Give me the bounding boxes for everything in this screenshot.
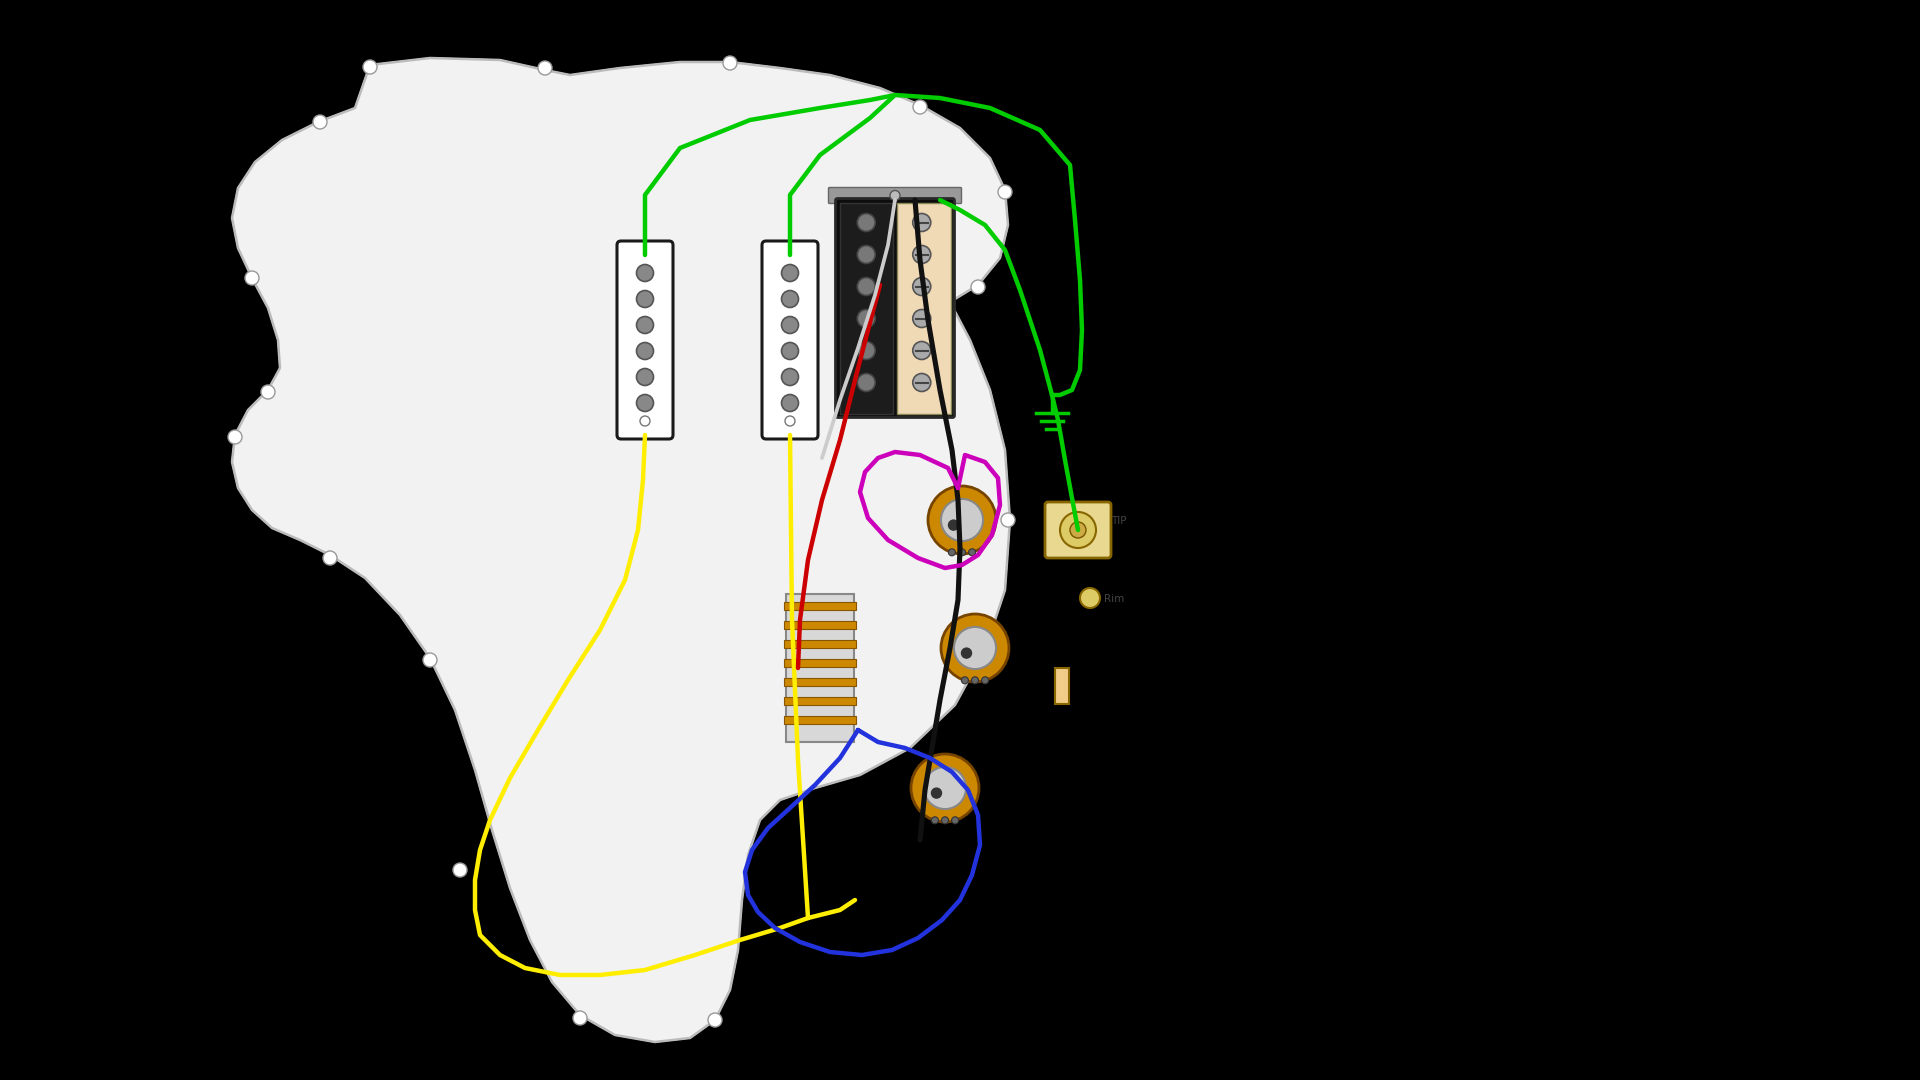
Circle shape: [572, 1011, 588, 1025]
Circle shape: [781, 291, 799, 308]
Circle shape: [856, 278, 876, 296]
Circle shape: [912, 214, 931, 231]
Circle shape: [912, 341, 931, 360]
Bar: [783, 602, 856, 610]
Bar: [783, 659, 856, 667]
Circle shape: [538, 60, 553, 75]
Circle shape: [941, 816, 948, 824]
Circle shape: [856, 374, 876, 391]
Circle shape: [910, 754, 979, 822]
Circle shape: [912, 374, 931, 391]
FancyBboxPatch shape: [829, 188, 962, 203]
Circle shape: [962, 677, 968, 684]
Circle shape: [962, 648, 972, 658]
Circle shape: [422, 653, 438, 667]
Circle shape: [914, 100, 927, 114]
Text: TIP: TIP: [1112, 516, 1127, 526]
Circle shape: [781, 394, 799, 411]
Circle shape: [981, 677, 989, 684]
FancyBboxPatch shape: [835, 199, 954, 418]
FancyBboxPatch shape: [616, 241, 674, 438]
Circle shape: [313, 114, 326, 129]
Circle shape: [1079, 588, 1100, 608]
Bar: [783, 678, 856, 686]
Bar: [783, 621, 856, 629]
Circle shape: [927, 486, 996, 554]
Circle shape: [856, 245, 876, 264]
Circle shape: [637, 316, 653, 334]
Circle shape: [891, 190, 900, 201]
Circle shape: [708, 1013, 722, 1027]
Circle shape: [1000, 513, 1016, 527]
Bar: [783, 697, 856, 705]
Circle shape: [781, 316, 799, 334]
Circle shape: [952, 816, 958, 824]
Circle shape: [912, 278, 931, 296]
FancyBboxPatch shape: [1044, 502, 1112, 558]
Bar: [783, 716, 856, 724]
Circle shape: [912, 310, 931, 327]
Bar: [1054, 669, 1069, 704]
Bar: [839, 203, 893, 414]
Circle shape: [323, 551, 338, 565]
Circle shape: [637, 394, 653, 411]
Circle shape: [924, 767, 966, 809]
Circle shape: [639, 416, 651, 426]
Circle shape: [781, 368, 799, 386]
Polygon shape: [232, 58, 1010, 1042]
Circle shape: [1069, 522, 1087, 538]
Circle shape: [781, 265, 799, 282]
Circle shape: [856, 214, 876, 231]
Circle shape: [972, 280, 985, 294]
Circle shape: [948, 521, 958, 530]
Circle shape: [912, 245, 931, 264]
Circle shape: [972, 677, 979, 684]
FancyBboxPatch shape: [762, 241, 818, 438]
Circle shape: [998, 185, 1012, 199]
Bar: [785, 594, 854, 742]
Circle shape: [637, 342, 653, 360]
Circle shape: [931, 816, 939, 824]
Circle shape: [363, 60, 376, 75]
Circle shape: [954, 626, 996, 670]
Bar: [783, 640, 856, 648]
Circle shape: [968, 549, 975, 556]
Circle shape: [1060, 512, 1096, 548]
Circle shape: [948, 549, 956, 556]
Circle shape: [856, 341, 876, 360]
Circle shape: [637, 368, 653, 386]
Circle shape: [785, 416, 795, 426]
Text: Rim: Rim: [1104, 594, 1125, 604]
Circle shape: [228, 430, 242, 444]
Circle shape: [637, 291, 653, 308]
Circle shape: [856, 310, 876, 327]
Bar: [897, 203, 950, 414]
Circle shape: [724, 56, 737, 70]
Circle shape: [261, 384, 275, 399]
Circle shape: [941, 499, 983, 541]
Circle shape: [958, 549, 966, 556]
Circle shape: [781, 342, 799, 360]
Circle shape: [453, 863, 467, 877]
Circle shape: [637, 265, 653, 282]
Circle shape: [941, 615, 1010, 681]
Circle shape: [931, 788, 941, 798]
Circle shape: [246, 271, 259, 285]
